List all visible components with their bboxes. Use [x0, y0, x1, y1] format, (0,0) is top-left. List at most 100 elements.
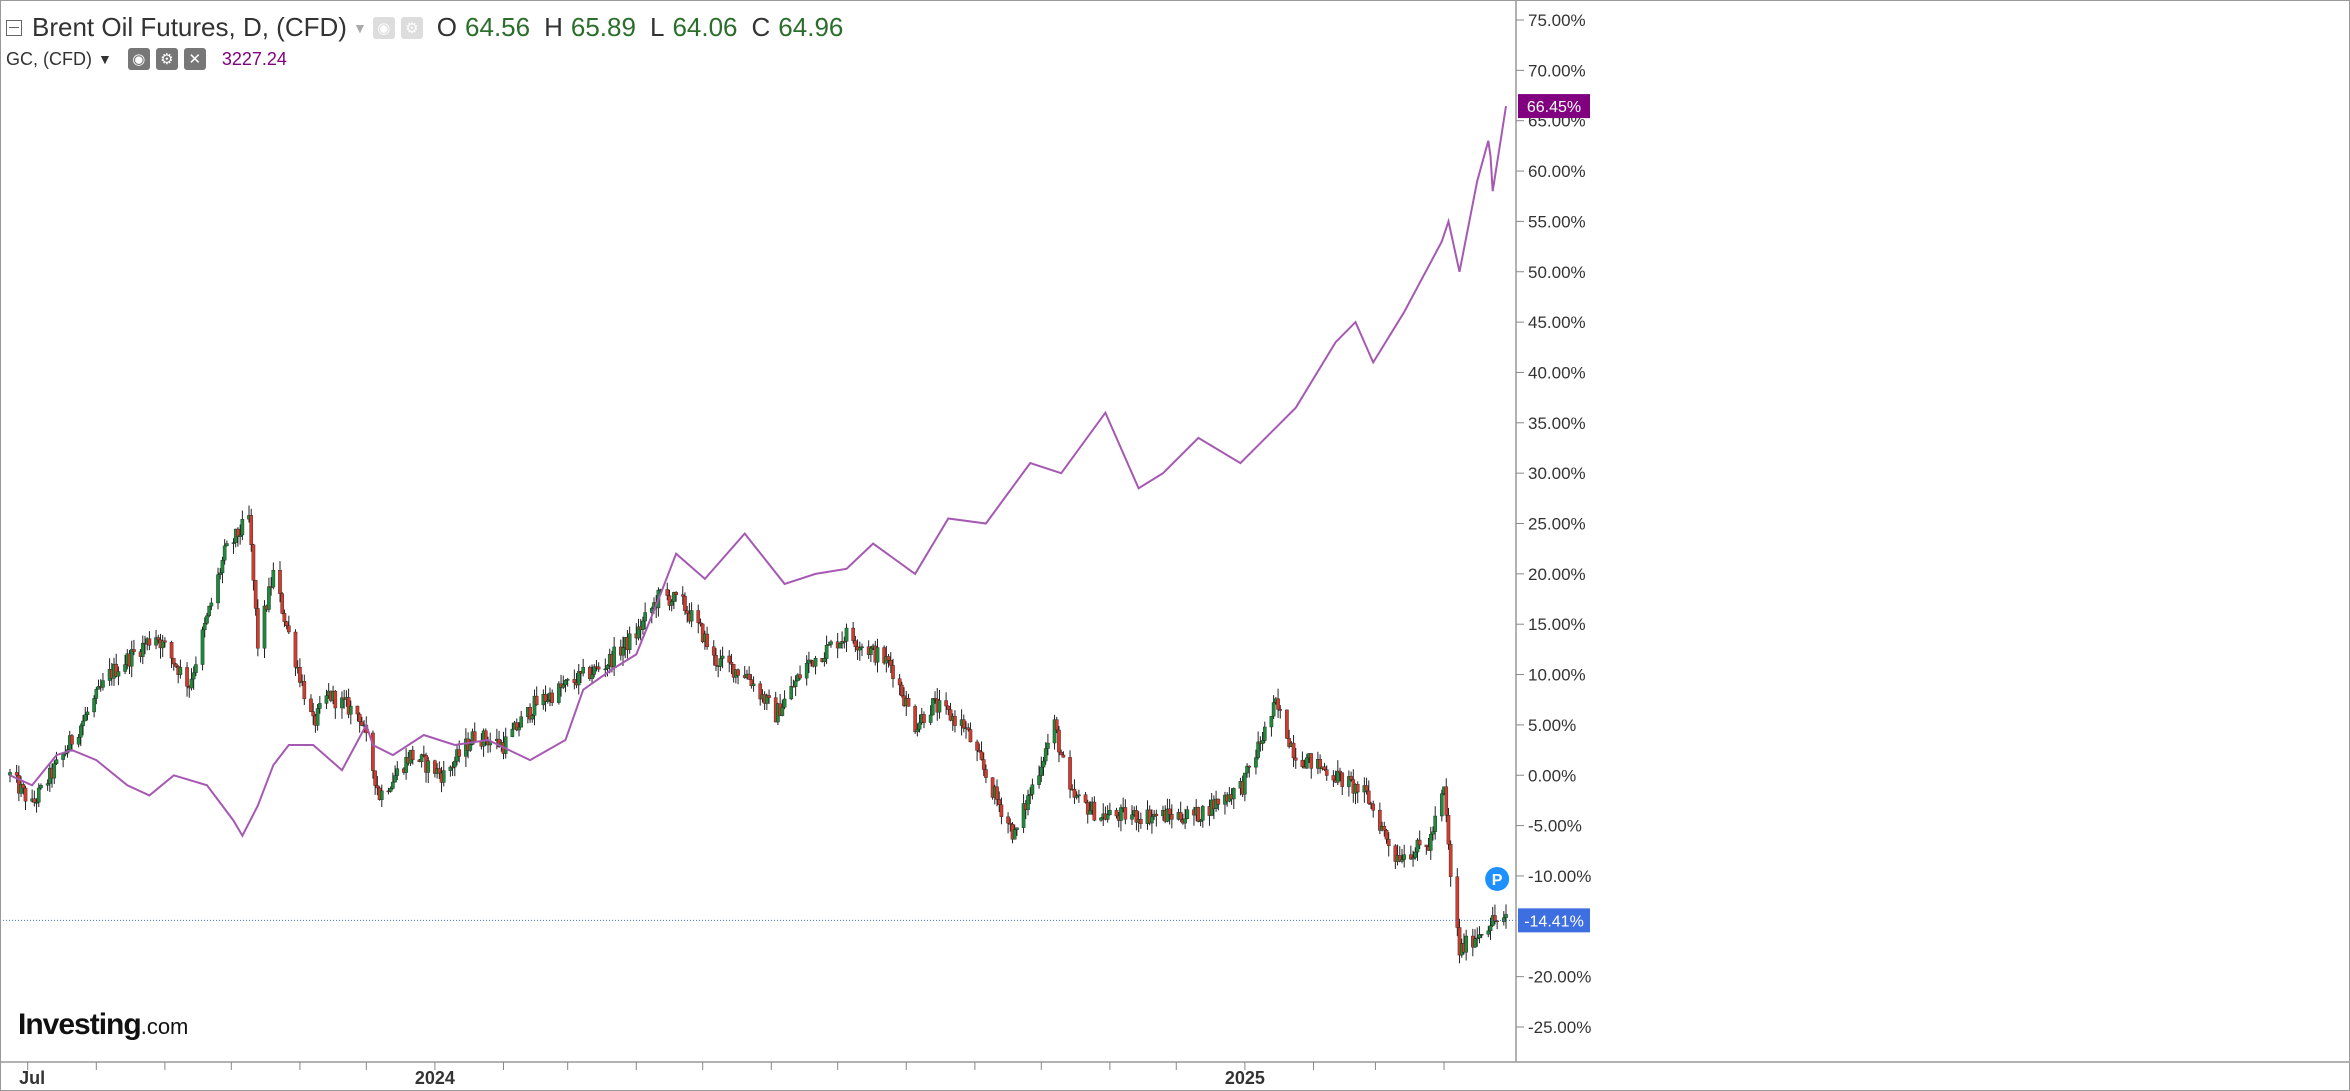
candle-body [251, 544, 256, 581]
candle-body [21, 784, 26, 789]
candle-body [698, 622, 703, 625]
candle-body [426, 760, 431, 773]
candle-body [375, 785, 380, 789]
y-tick-label: 0.00% [1528, 766, 1576, 785]
candle-body [789, 685, 793, 700]
instrument-title[interactable]: Brent Oil Futures, D, (CFD) [32, 12, 347, 42]
candle-body [683, 595, 687, 611]
candle-body [1072, 789, 1077, 798]
chevron-down-icon[interactable]: ▼ [97, 51, 112, 67]
candle-body [517, 727, 521, 731]
candle-body [1052, 719, 1057, 744]
candle-body [271, 570, 276, 588]
candle-body [1092, 801, 1097, 821]
collapse-legend-icon[interactable] [6, 19, 22, 36]
candle-body [514, 722, 519, 731]
candle-body [667, 595, 672, 606]
candle-body [92, 698, 96, 713]
candle-body [360, 721, 364, 726]
candle-body [433, 760, 437, 774]
candle-body [793, 680, 798, 687]
candle-body [220, 560, 225, 574]
candle-body [1085, 802, 1090, 815]
candle-body [236, 528, 240, 537]
candle-body [674, 592, 678, 595]
candle-body [1409, 854, 1413, 860]
candle-body [603, 668, 608, 671]
candle-body [1247, 765, 1252, 768]
low-value: 64.06 [672, 12, 738, 42]
candle-body [1183, 818, 1187, 824]
candle-body [696, 610, 701, 623]
compare-symbol[interactable]: GC, (CFD) [6, 48, 92, 69]
candle-body [1324, 769, 1329, 776]
candle-body [1167, 808, 1172, 815]
candle-body [349, 705, 353, 715]
candle-body [917, 722, 922, 730]
visibility-icon[interactable]: ◉ [372, 16, 395, 39]
candle-body [944, 700, 948, 707]
candle-body [804, 663, 809, 679]
gear-icon[interactable]: ⚙ [400, 16, 423, 39]
candle-body [160, 640, 165, 649]
candle-body [1331, 775, 1336, 781]
candle-body [966, 727, 971, 730]
current-value-label: 66.45% [1527, 99, 1581, 116]
x-tick-label: Jul [19, 1068, 45, 1088]
candle-body [888, 660, 893, 666]
close-icon[interactable]: ✕ [183, 48, 206, 70]
logo-domain: .com [140, 1014, 189, 1039]
candle-body [154, 637, 158, 646]
candle-body [1402, 854, 1407, 860]
candle-body [282, 613, 287, 622]
candle-body [147, 638, 152, 646]
candle-body [218, 572, 223, 575]
candle-body [897, 678, 902, 686]
chevron-down-icon[interactable]: ▼ [352, 19, 367, 36]
candle-body [1411, 857, 1415, 860]
candle-body [1305, 757, 1309, 769]
candle-body [1039, 766, 1044, 776]
candle-body [1077, 794, 1081, 797]
candle-body [302, 680, 307, 700]
candle-body [1475, 937, 1480, 940]
candle-body [1293, 757, 1298, 761]
candle-body [669, 601, 674, 606]
candle-body [1457, 927, 1462, 956]
y-tick-label: 5.00% [1528, 716, 1576, 735]
candle-body [1231, 788, 1236, 800]
current-value-badge [1518, 94, 1590, 119]
candle-body [643, 612, 647, 622]
visibility-icon[interactable]: ◉ [127, 48, 150, 70]
high-label: H [544, 12, 563, 42]
candle-body [240, 518, 245, 536]
candle-body [379, 790, 384, 800]
high-value: 65.89 [570, 12, 636, 42]
candle-body [718, 658, 723, 667]
candle-body [1400, 859, 1404, 862]
candle-body [256, 608, 260, 649]
candle-body [1083, 794, 1088, 803]
candle-body [278, 570, 282, 594]
candle-body [76, 737, 81, 745]
candle-body [530, 715, 535, 720]
candle-body [1486, 930, 1491, 935]
candle-body [1384, 829, 1389, 840]
gear-icon[interactable]: ⚙ [155, 48, 178, 70]
candle-body [891, 665, 895, 679]
candle-body [842, 641, 847, 643]
candle-body [468, 744, 473, 751]
candle-body [1030, 784, 1035, 795]
candle-body [36, 787, 41, 803]
candle-body [114, 663, 119, 677]
candle-body [822, 658, 827, 662]
candle-body [1300, 760, 1305, 767]
candle-body [132, 649, 136, 652]
candle-body [1088, 810, 1092, 815]
candle-body [45, 783, 50, 786]
candle-body [373, 770, 377, 786]
candle-body [194, 664, 198, 673]
candle-body [419, 754, 424, 763]
candle-body [453, 760, 457, 768]
